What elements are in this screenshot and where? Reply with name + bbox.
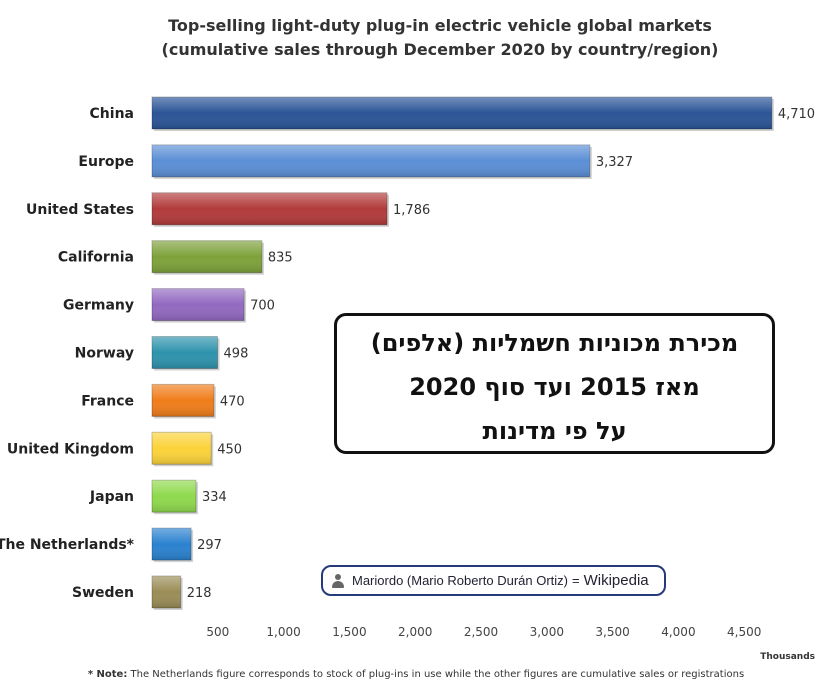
bar-shine-united-kingdom <box>152 432 212 465</box>
value-label-europe: 3,327 <box>596 155 633 170</box>
x-tick-label: 1,000 <box>266 625 300 639</box>
bar-shine-japan <box>152 480 196 513</box>
value-label-united-kingdom: 450 <box>217 442 242 457</box>
x-tick-label: 1,500 <box>332 625 366 639</box>
bar-shine-germany <box>152 288 245 321</box>
x-tick-label: 4,000 <box>661 625 695 639</box>
bar-shine-california <box>152 240 262 273</box>
bar-shine-europe <box>152 144 590 177</box>
bar-shine-china <box>152 97 772 129</box>
x-tick-label: 2,500 <box>464 625 498 639</box>
value-label-china: 4,710 <box>778 107 815 122</box>
footnote-bold: * Note: <box>88 669 128 680</box>
value-label-the-netherlands: 297 <box>197 538 222 553</box>
value-label-norway: 498 <box>224 347 249 362</box>
category-label-united-kingdom: United Kingdom <box>7 441 134 457</box>
category-label-california: California <box>58 250 134 266</box>
x-tick-label: 500 <box>206 625 229 639</box>
footnote: * Note: The Netherlands figure correspon… <box>88 669 744 680</box>
attribution-badge[interactable]: Mariordo (Mario Roberto Durán Ortiz) = W… <box>321 565 666 596</box>
category-label-china: China <box>90 106 134 122</box>
caption-line-3: על פי מדינות <box>482 417 627 445</box>
category-label-europe: Europe <box>78 154 134 170</box>
user-icon <box>331 573 345 588</box>
category-label-united-states: United States <box>26 202 134 218</box>
category-label-japan: Japan <box>89 489 134 505</box>
value-label-germany: 700 <box>250 299 275 314</box>
attribution-author: Mariordo (Mario Roberto Durán Ortiz) <box>352 573 569 588</box>
value-label-france: 470 <box>220 394 245 409</box>
category-label-the-netherlands: The Netherlands* <box>0 537 135 553</box>
chart-title-line2: (cumulative sales through December 2020 … <box>162 40 719 59</box>
category-label-germany: Germany <box>63 298 134 314</box>
x-tick-label: 3,500 <box>595 625 629 639</box>
bar-shine-united-states <box>152 192 388 225</box>
x-axis-unit-label: Thousands <box>760 652 815 662</box>
x-tick-label: 4,500 <box>727 625 761 639</box>
x-tick-label: 3,000 <box>530 625 564 639</box>
bar-shine-sweden <box>152 576 181 608</box>
x-axis-ticks: 500 1,000 1,500 2,000 2,500 3,000 3,500 4,000 4,… <box>206 625 761 639</box>
attribution-equals: = <box>572 573 580 588</box>
value-label-japan: 334 <box>202 490 227 505</box>
value-label-california: 835 <box>268 251 293 266</box>
hebrew-caption-box: מכירת מכוניות חשמליות (אלפים) מאז 2015 ו… <box>334 313 775 454</box>
value-label-united-states: 1,786 <box>393 203 430 218</box>
value-label-sweden: 218 <box>187 586 212 601</box>
bar-shine-norway <box>152 336 218 369</box>
category-label-france: France <box>81 393 134 409</box>
footnote-text: The Netherlands figure corresponds to st… <box>127 669 744 680</box>
attribution-source[interactable]: Wikipedia <box>583 572 649 589</box>
x-tick-label: 2,000 <box>398 625 432 639</box>
chart-title-line1: Top-selling light-duty plug-in electric … <box>168 16 712 35</box>
caption-line-1: מכירת מכוניות חשמליות (אלפים) <box>370 329 739 357</box>
bar-shine-the-netherlands <box>152 528 192 561</box>
caption-line-2: מאז 2015 ועד סוף 2020 <box>409 373 700 401</box>
bar-shine-france <box>152 384 214 417</box>
category-label-sweden: Sweden <box>72 585 134 601</box>
category-label-norway: Norway <box>75 346 134 362</box>
bars-group: China 4,710 Europe 3,327 United States 1,786 C… <box>0 96 815 610</box>
